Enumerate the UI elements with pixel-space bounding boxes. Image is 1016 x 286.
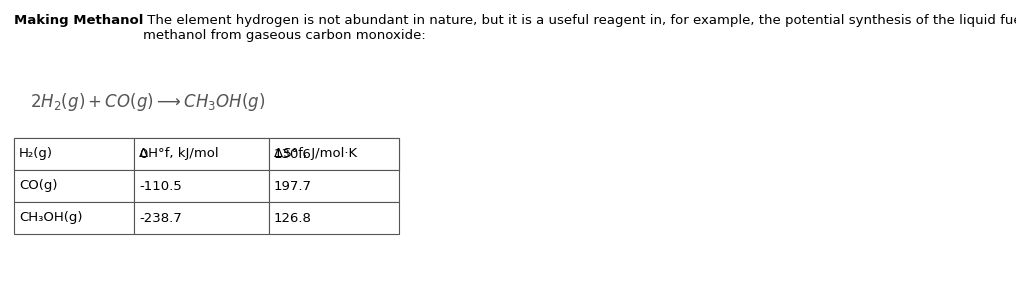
Bar	[14, 202, 134, 234]
Bar	[269, 170, 399, 202]
Text: CH₃OH(g): CH₃OH(g)	[19, 212, 82, 225]
Text: CO(g): CO(g)	[19, 180, 58, 192]
Text: ΔS°f, J/mol·K: ΔS°f, J/mol·K	[274, 148, 358, 160]
Text: 126.8: 126.8	[274, 212, 312, 225]
Text: 197.7: 197.7	[274, 180, 312, 192]
Text: 130.6: 130.6	[274, 148, 312, 160]
Text: ΔH°f, kJ/mol: ΔH°f, kJ/mol	[139, 148, 218, 160]
Text: -110.5: -110.5	[139, 180, 182, 192]
Text: 0: 0	[139, 148, 147, 160]
Bar	[134, 202, 269, 234]
Text: -238.7: -238.7	[139, 212, 182, 225]
Text: $\it{2H_2(g) + CO(g) \longrightarrow CH_3OH(g)}$: $\it{2H_2(g) + CO(g) \longrightarrow CH_…	[30, 91, 265, 113]
Bar	[134, 170, 269, 202]
Bar	[269, 202, 399, 234]
Bar	[269, 138, 399, 170]
Bar	[14, 138, 134, 170]
Bar	[134, 138, 269, 170]
Text: The element hydrogen is not abundant in nature, but it is a useful reagent in, f: The element hydrogen is not abundant in …	[143, 14, 1016, 42]
Text: Making Methanol: Making Methanol	[14, 14, 143, 27]
Bar	[269, 138, 399, 170]
Bar	[14, 138, 134, 170]
Bar	[14, 170, 134, 202]
Bar	[134, 138, 269, 170]
Text: H₂(g): H₂(g)	[19, 148, 53, 160]
